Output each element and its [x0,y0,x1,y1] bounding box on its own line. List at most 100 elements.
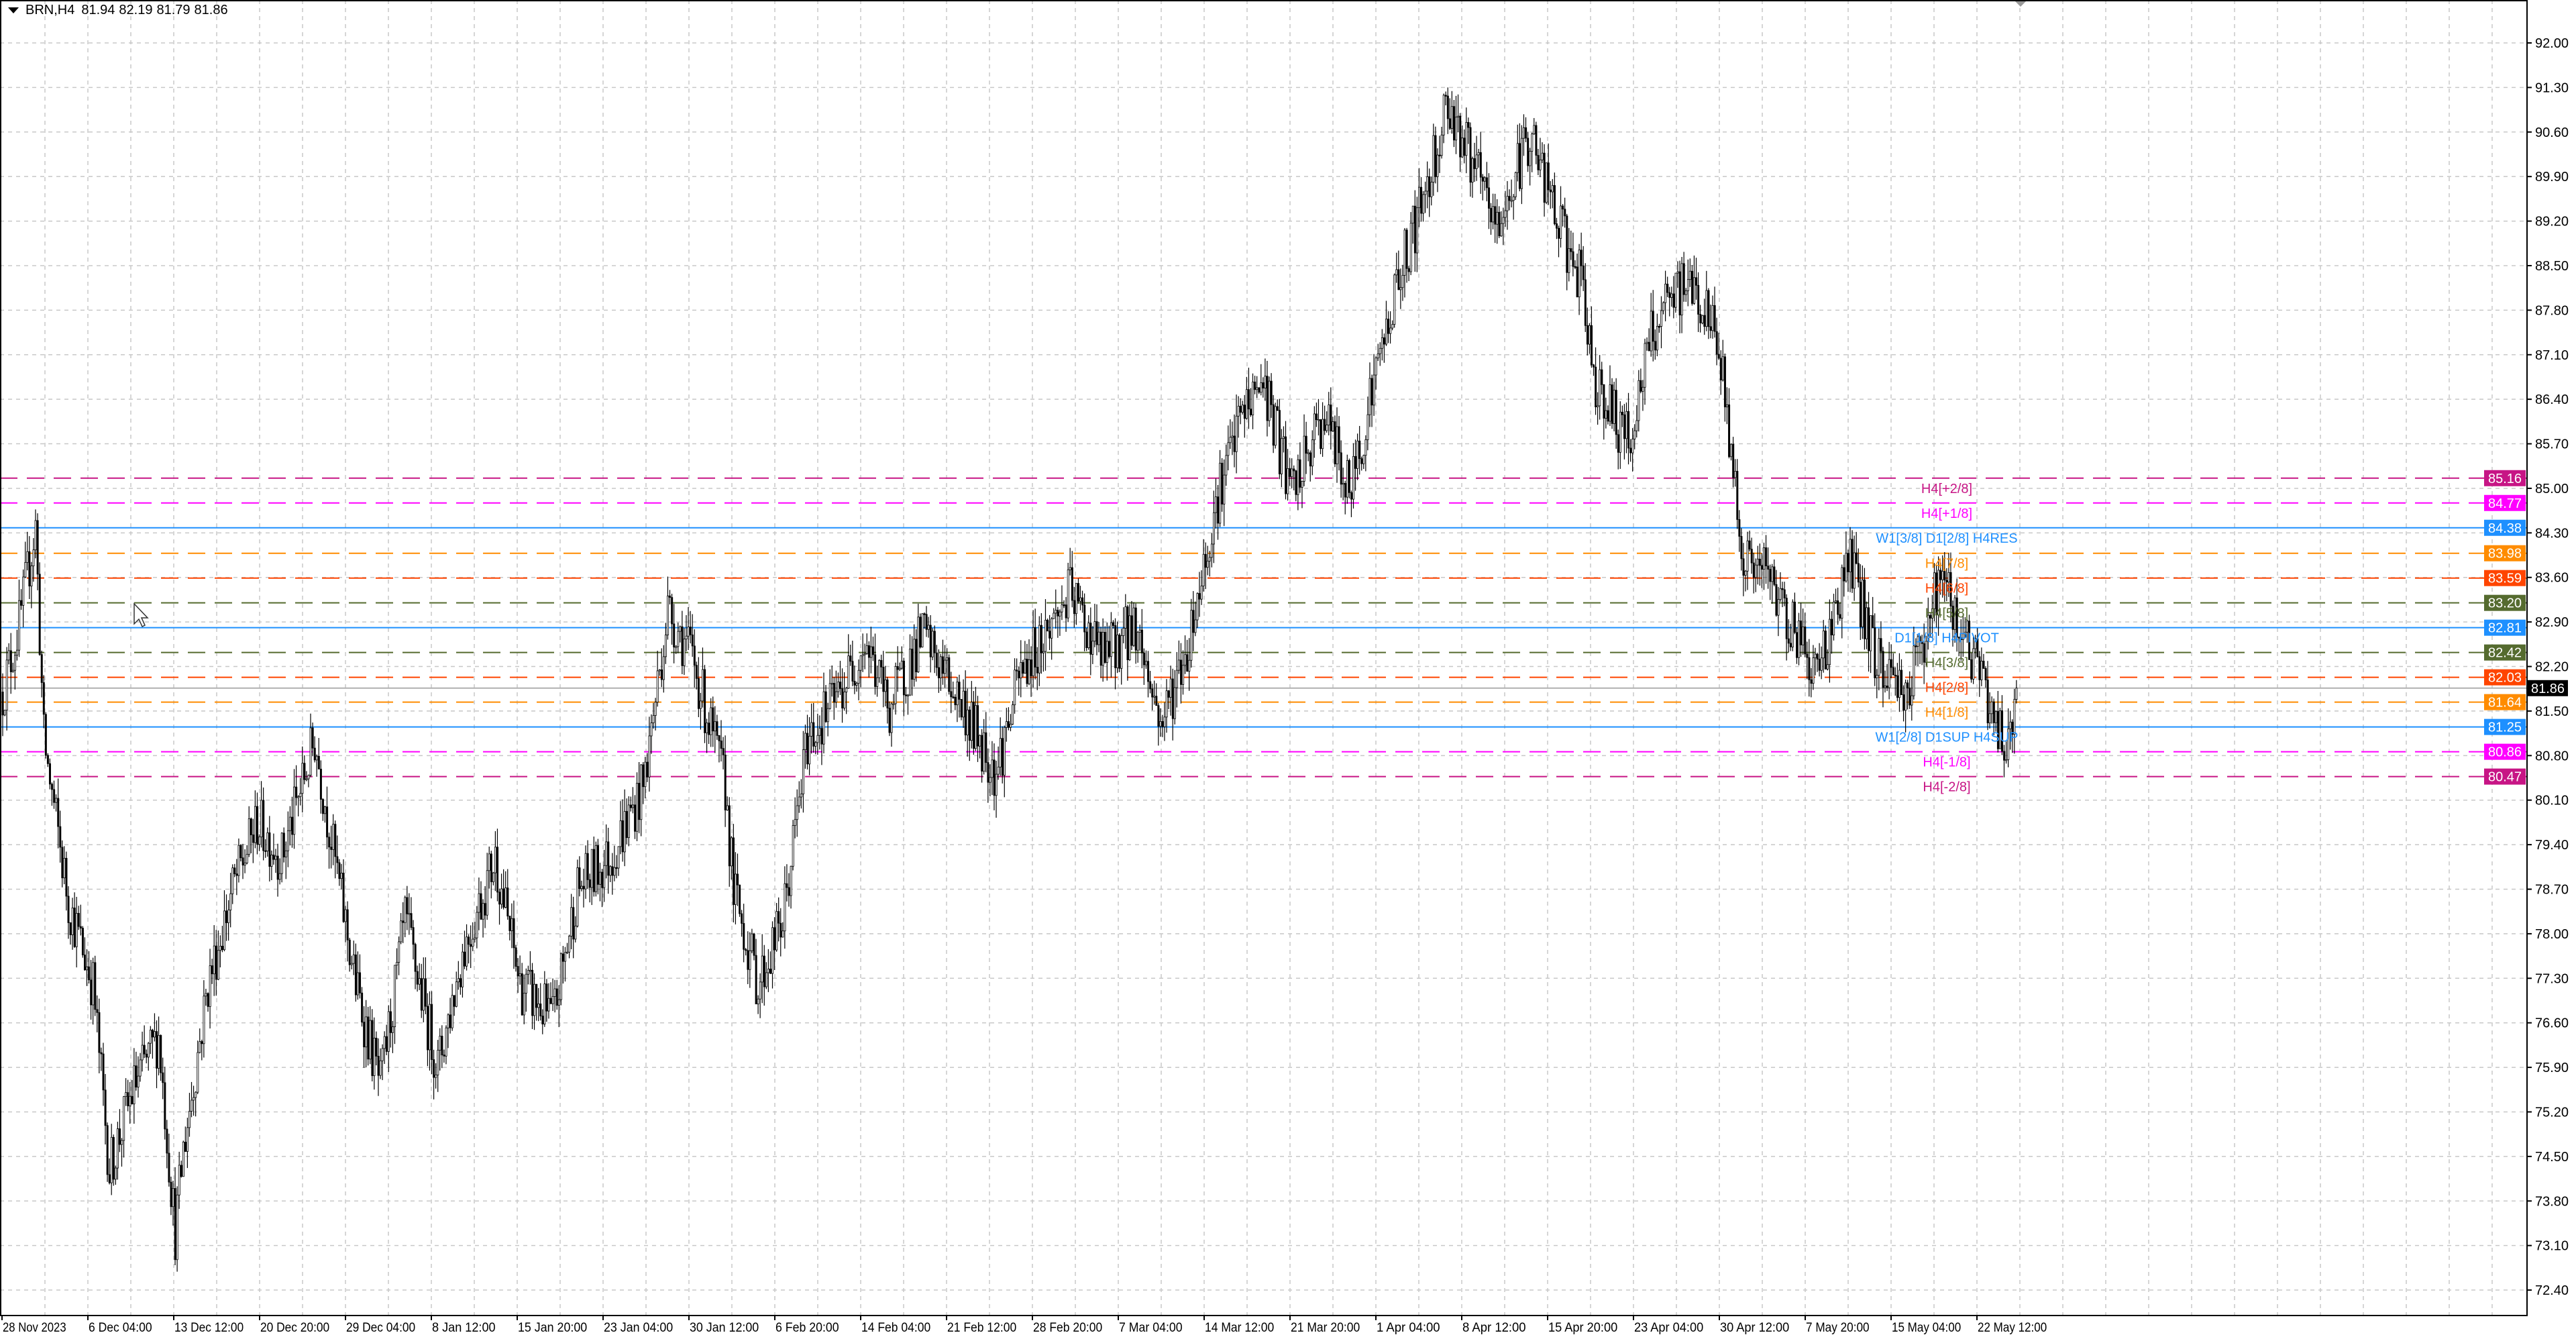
candle [724,735,727,827]
candle [975,686,977,751]
candle [726,796,729,811]
candle [174,1167,176,1265]
level-price: 82.03 [2488,671,2522,686]
candle [293,769,296,849]
candle [1397,250,1400,290]
candle [531,963,534,1029]
candle [1835,588,1837,604]
candle [1138,625,1141,651]
candle [1173,670,1176,725]
candle [254,790,256,849]
candle [1697,272,1700,332]
candle [1779,572,1782,602]
candle [303,755,306,785]
time-tick-label: 23 Apr 04:00 [1634,1321,1703,1335]
candle [788,873,790,907]
candle [418,963,421,990]
candle [1793,592,1796,635]
candle [576,859,579,928]
candle [527,965,529,985]
candle [553,979,556,1013]
price-axis[interactable]: 92.00 91.30 90.60 89.90 89.20 88.50 87.80 87.10… [2527,36,2569,1298]
candle [1894,667,1896,696]
time-tick-label: 15 Apr 20:00 [1548,1321,1617,1335]
time-axis[interactable]: 28 Nov 2023 6 Dec 04:00 13 Dec 12:00 20 Dec… [1,1316,2047,1335]
candle [1599,355,1601,420]
candle [1016,658,1018,681]
candle [1666,276,1669,297]
level-price-tag [2484,619,2526,636]
candle [90,959,93,1020]
candle [1923,623,1925,684]
candle [209,949,211,1029]
candle [133,1048,136,1124]
candle [722,737,724,769]
candle [1461,125,1464,158]
time-tick-label: 1 Apr 04:00 [1377,1321,1440,1335]
time-tick-label: 30 Apr 12:00 [1720,1321,1789,1335]
candle [810,703,813,754]
candle [1436,148,1439,193]
candle [650,714,653,754]
candle [398,936,400,975]
candle [394,965,396,1045]
time-tick-label: 7 May 20:00 [1806,1321,1870,1335]
price-tags: 85.16 84.77 84.38 83.98 83.59 83.20 82.81 82.42… [2484,470,2568,785]
candle [1680,256,1683,333]
candle [632,787,635,814]
candle [1140,608,1143,669]
candle [1305,421,1307,474]
candle [1578,244,1580,315]
candle [950,672,953,714]
triangle-down-icon[interactable] [8,7,19,13]
candle [288,806,291,846]
candle [205,988,207,1006]
candle [900,646,903,670]
candle [627,796,630,847]
candle [2015,680,2018,704]
candle [1334,415,1336,468]
candle [1223,459,1226,527]
candle [412,920,415,960]
candle [1409,212,1412,276]
candle [319,760,322,814]
time-tick-label: 21 Mar 20:00 [1291,1321,1360,1335]
candle [1619,401,1621,469]
candle [677,623,680,653]
candle [383,1031,386,1064]
candle [172,1180,174,1226]
candle [826,702,829,737]
candle [545,979,548,1022]
chart-shift-marker-icon[interactable] [2015,1,2026,7]
candle [557,985,560,1028]
candle [1124,594,1127,649]
candle [605,824,608,879]
candle [340,863,343,890]
candle [1122,607,1125,643]
candle [603,849,606,902]
candle [284,841,287,879]
candle [468,934,470,964]
level-price-tag [2484,768,2526,785]
time-tick-label: 28 Feb 20:00 [1033,1321,1102,1335]
time-tick-label: 6 Dec 04:00 [89,1321,152,1335]
candle [1227,425,1230,471]
candle [1071,551,1073,608]
price-tick-label: 92.00 [2535,36,2569,51]
candle [979,735,981,759]
candle [22,569,25,628]
candle [1851,530,1854,593]
candle [652,702,655,729]
candle [1032,610,1034,688]
candle [1701,315,1704,325]
candle [239,844,242,861]
candle [1646,337,1648,351]
candle [539,983,542,1021]
candle [533,973,536,1030]
candle [1516,124,1519,182]
candle [962,679,965,729]
candle [1933,563,1936,622]
candle [841,668,844,723]
candle [1580,232,1582,286]
